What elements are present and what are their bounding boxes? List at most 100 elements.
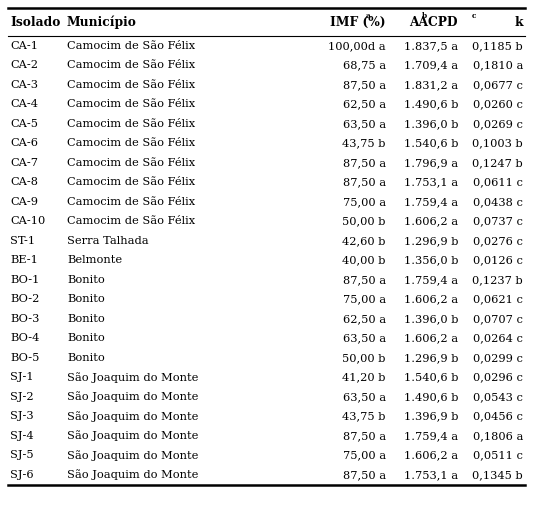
- Text: 87,50 a: 87,50 a: [343, 275, 386, 285]
- Text: 1.759,4 a: 1.759,4 a: [404, 431, 458, 441]
- Text: BE-1: BE-1: [10, 255, 38, 265]
- Text: 0,0299 c: 0,0299 c: [473, 353, 523, 363]
- Text: a: a: [366, 12, 370, 20]
- Text: 87,50 a: 87,50 a: [343, 431, 386, 441]
- Text: 1.296,9 b: 1.296,9 b: [403, 353, 458, 363]
- Text: SJ-4: SJ-4: [10, 431, 34, 441]
- Text: 0,1247 b: 0,1247 b: [472, 158, 523, 168]
- Text: BO-2: BO-2: [10, 294, 39, 304]
- Text: 1.396,9 b: 1.396,9 b: [403, 411, 458, 421]
- Text: 1.831,2 a: 1.831,2 a: [404, 80, 458, 90]
- Text: Camocim de São Félix: Camocim de São Félix: [67, 119, 195, 129]
- Text: 63,50 a: 63,50 a: [343, 333, 386, 343]
- Text: 42,60 b: 42,60 b: [343, 236, 386, 246]
- Text: 0,0543 c: 0,0543 c: [473, 392, 523, 402]
- Text: São Joaquim do Monte: São Joaquim do Monte: [67, 450, 198, 461]
- Text: 0,1237 b: 0,1237 b: [472, 275, 523, 285]
- Text: 1.709,4 a: 1.709,4 a: [404, 60, 458, 70]
- Text: IMF (%): IMF (%): [330, 15, 386, 28]
- Text: 0,0438 c: 0,0438 c: [473, 197, 523, 207]
- Text: 62,50 a: 62,50 a: [343, 314, 386, 324]
- Text: 75,00 a: 75,00 a: [343, 450, 386, 460]
- Text: BO-1: BO-1: [10, 275, 39, 285]
- Text: 0,0456 c: 0,0456 c: [473, 411, 523, 421]
- Text: Município: Município: [67, 15, 137, 29]
- Text: Camocim de São Félix: Camocim de São Félix: [67, 99, 195, 109]
- Text: 1.296,9 b: 1.296,9 b: [403, 236, 458, 246]
- Text: SJ-6: SJ-6: [10, 470, 34, 480]
- Text: 75,00 a: 75,00 a: [343, 197, 386, 207]
- Text: 1.759,4 a: 1.759,4 a: [404, 275, 458, 285]
- Text: Camocim de São Félix: Camocim de São Félix: [67, 197, 195, 207]
- Text: Camocim de São Félix: Camocim de São Félix: [67, 177, 195, 187]
- Text: 0,0276 c: 0,0276 c: [473, 236, 523, 246]
- Text: BO-5: BO-5: [10, 353, 39, 363]
- Text: 1.606,2 a: 1.606,2 a: [404, 216, 458, 226]
- Text: 1.540,6 b: 1.540,6 b: [403, 138, 458, 148]
- Text: 0,0511 c: 0,0511 c: [473, 450, 523, 460]
- Text: 75,00 a: 75,00 a: [343, 294, 386, 304]
- Text: 0,1806 a: 0,1806 a: [473, 431, 523, 441]
- Text: Bonito: Bonito: [67, 353, 105, 363]
- Text: Bonito: Bonito: [67, 275, 105, 285]
- Text: k: k: [514, 15, 523, 28]
- Text: CA-3: CA-3: [10, 80, 38, 90]
- Text: Bonito: Bonito: [67, 333, 105, 343]
- Text: 1.837,5 a: 1.837,5 a: [404, 41, 458, 51]
- Text: Belmonte: Belmonte: [67, 255, 122, 265]
- Text: 0,0260 c: 0,0260 c: [473, 99, 523, 109]
- Text: CA-10: CA-10: [10, 216, 45, 226]
- Text: CA-4: CA-4: [10, 99, 38, 109]
- Text: Camocim de São Félix: Camocim de São Félix: [67, 216, 195, 226]
- Text: 41,20 b: 41,20 b: [343, 372, 386, 382]
- Text: CA-6: CA-6: [10, 138, 38, 148]
- Text: 1.396,0 b: 1.396,0 b: [403, 119, 458, 129]
- Text: 1.753,1 a: 1.753,1 a: [404, 470, 458, 480]
- Text: CA-5: CA-5: [10, 119, 38, 129]
- Text: BO-3: BO-3: [10, 314, 39, 324]
- Text: 0,1003 b: 0,1003 b: [472, 138, 523, 148]
- Text: Bonito: Bonito: [67, 314, 105, 324]
- Text: 1.606,2 a: 1.606,2 a: [404, 450, 458, 460]
- Text: 0,0677 c: 0,0677 c: [473, 80, 523, 90]
- Text: 0,0296 c: 0,0296 c: [473, 372, 523, 382]
- Text: 50,00 b: 50,00 b: [343, 353, 386, 363]
- Text: Camocim de São Félix: Camocim de São Félix: [67, 158, 195, 168]
- Text: 1.356,0 b: 1.356,0 b: [403, 255, 458, 265]
- Text: 1.490,6 b: 1.490,6 b: [403, 392, 458, 402]
- Text: 87,50 a: 87,50 a: [343, 80, 386, 90]
- Text: BO-4: BO-4: [10, 333, 39, 343]
- Text: 1.540,6 b: 1.540,6 b: [403, 372, 458, 382]
- Text: CA-8: CA-8: [10, 177, 38, 187]
- Text: 68,75 a: 68,75 a: [343, 60, 386, 70]
- Text: CA-9: CA-9: [10, 197, 38, 207]
- Text: 1.490,6 b: 1.490,6 b: [403, 99, 458, 109]
- Text: 0,1810 a: 0,1810 a: [473, 60, 523, 70]
- Text: São Joaquim do Monte: São Joaquim do Monte: [67, 372, 198, 383]
- Text: São Joaquim do Monte: São Joaquim do Monte: [67, 431, 198, 441]
- Text: 40,00 b: 40,00 b: [343, 255, 386, 265]
- Text: 0,0707 c: 0,0707 c: [473, 314, 523, 324]
- Text: Camocim de São Félix: Camocim de São Félix: [67, 60, 195, 70]
- Text: ST-1: ST-1: [10, 236, 35, 246]
- Text: Serra Talhada: Serra Talhada: [67, 236, 149, 246]
- Text: 1.759,4 a: 1.759,4 a: [404, 197, 458, 207]
- Text: 1.796,9 a: 1.796,9 a: [404, 158, 458, 168]
- Text: 63,50 a: 63,50 a: [343, 392, 386, 402]
- Text: São Joaquim do Monte: São Joaquim do Monte: [67, 392, 198, 402]
- Text: SJ-1: SJ-1: [10, 372, 34, 382]
- Text: CA-7: CA-7: [10, 158, 38, 168]
- Text: Camocim de São Félix: Camocim de São Félix: [67, 80, 195, 90]
- Text: 87,50 a: 87,50 a: [343, 177, 386, 187]
- Text: Camocim de São Félix: Camocim de São Félix: [67, 41, 195, 51]
- Text: 1.753,1 a: 1.753,1 a: [404, 177, 458, 187]
- Text: Bonito: Bonito: [67, 294, 105, 304]
- Text: 0,0264 c: 0,0264 c: [473, 333, 523, 343]
- Text: 0,0611 c: 0,0611 c: [473, 177, 523, 187]
- Text: 1.396,0 b: 1.396,0 b: [403, 314, 458, 324]
- Text: b: b: [422, 12, 427, 20]
- Text: 87,50 a: 87,50 a: [343, 158, 386, 168]
- Text: SJ-5: SJ-5: [10, 450, 34, 460]
- Text: 0,0737 c: 0,0737 c: [473, 216, 523, 226]
- Text: AACPD: AACPD: [409, 15, 458, 28]
